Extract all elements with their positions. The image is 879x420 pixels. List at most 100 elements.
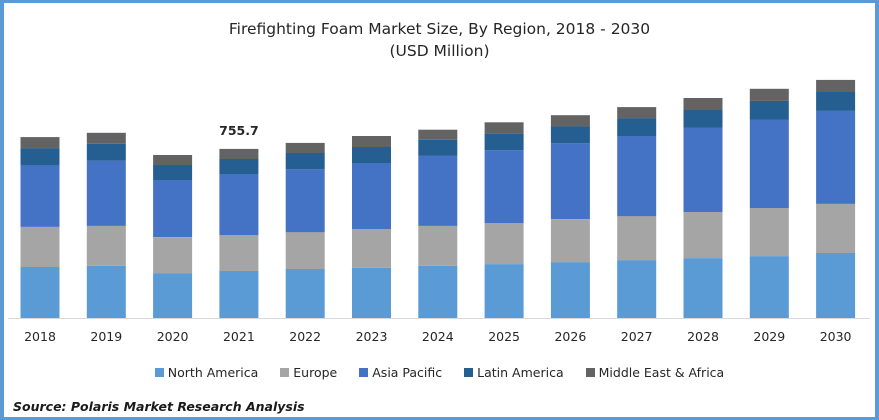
- bar-segment-asia-pacific-2024: [418, 155, 458, 226]
- bar-segment-europe-2021: [219, 235, 259, 271]
- bar-segment-latin-america-2019: [86, 143, 126, 161]
- bar-segment-middle-east-africa-2029: [749, 88, 789, 101]
- bar-segment-latin-america-2021: [219, 159, 259, 174]
- bar-segment-north-america-2027: [617, 260, 657, 318]
- bar-segment-north-america-2025: [484, 264, 524, 318]
- legend-label: Asia Pacific: [372, 365, 443, 380]
- bar-segment-europe-2022: [285, 232, 325, 269]
- bar-segment-north-america-2029: [749, 256, 789, 318]
- bar-segment-middle-east-africa-2023: [352, 136, 391, 147]
- bar-segment-europe-2020: [153, 237, 193, 274]
- bar-segment-north-america-2030: [816, 252, 856, 318]
- legend-swatch-icon: [585, 368, 595, 377]
- bar-segment-latin-america-2024: [418, 139, 458, 156]
- bar-segment-latin-america-2022: [285, 153, 325, 170]
- x-tick-label-2023: 2023: [356, 329, 388, 344]
- legend-item-latin-america: Latin America: [464, 365, 564, 380]
- x-tick-label-2024: 2024: [422, 329, 454, 344]
- bar-segment-north-america-2022: [285, 269, 325, 318]
- x-tick-label-2020: 2020: [157, 329, 189, 344]
- x-tick-label-2026: 2026: [554, 329, 586, 344]
- bar-segment-europe-2026: [550, 219, 590, 263]
- bar-segment-europe-2028: [683, 212, 723, 259]
- chart-subtitle: (USD Million): [389, 42, 490, 60]
- bar-segment-asia-pacific-2021: [219, 174, 259, 235]
- x-tick-label-2029: 2029: [753, 329, 785, 344]
- bar-stack-2029: [749, 88, 789, 318]
- bar-stack-2030: [816, 79, 856, 318]
- bar-segment-middle-east-africa-2018: [20, 137, 60, 149]
- bar-stack-2020: [153, 155, 193, 318]
- bar-stack-2019: [86, 132, 126, 318]
- bar-segment-latin-america-2023: [352, 146, 391, 163]
- source-note: Source: Polaris Market Research Analysis: [13, 399, 305, 414]
- bar-segment-north-america-2028: [683, 258, 723, 318]
- bar-segment-asia-pacific-2025: [484, 150, 524, 224]
- bar-segment-asia-pacific-2030: [816, 110, 856, 204]
- bar-segment-middle-east-africa-2026: [550, 115, 590, 127]
- bar-stack-2018: [20, 137, 60, 318]
- bar-segment-latin-america-2020: [153, 165, 193, 180]
- bar-segment-north-america-2026: [550, 262, 590, 318]
- bar-segment-latin-america-2018: [20, 148, 60, 166]
- stacked-bar-plot: 2018 2019 2020 755.7 2021 2022 2023 2024 2025 202…: [8, 79, 870, 344]
- bar-segment-latin-america-2029: [749, 100, 789, 120]
- bar-segment-asia-pacific-2027: [617, 136, 657, 217]
- bar-segment-middle-east-africa-2024: [418, 129, 458, 140]
- bar-segment-europe-2030: [816, 204, 856, 253]
- bar-stack-2028: [683, 98, 723, 318]
- bar-stack-2024: [418, 129, 458, 318]
- x-tick-label-2028: 2028: [687, 329, 719, 344]
- x-tick-label-2025: 2025: [488, 329, 520, 344]
- bar-stack-2021: [219, 148, 259, 318]
- bar-segment-middle-east-africa-2025: [484, 122, 524, 134]
- bar-segment-asia-pacific-2026: [550, 143, 590, 220]
- legend-label: Europe: [293, 365, 338, 380]
- bar-segment-europe-2025: [484, 223, 524, 265]
- bar-segment-asia-pacific-2022: [285, 169, 325, 233]
- bar-segment-europe-2027: [617, 216, 657, 261]
- bar-segment-latin-america-2025: [484, 133, 524, 151]
- x-tick-label-2022: 2022: [289, 329, 321, 344]
- bar-segment-europe-2024: [418, 225, 458, 266]
- chart-title-block: Firefighting Foam Market Size, By Region…: [4, 18, 875, 62]
- x-tick-label-2021: 2021: [223, 329, 255, 344]
- bar-segment-middle-east-africa-2020: [153, 155, 193, 166]
- x-tick-label-2027: 2027: [621, 329, 653, 344]
- legend-item-north-america: North America: [154, 365, 259, 380]
- bar-segment-europe-2019: [86, 225, 126, 266]
- legend-label: Middle East & Africa: [598, 365, 725, 380]
- bar-segment-north-america-2018: [20, 267, 60, 318]
- bar-segment-middle-east-africa-2021: [219, 148, 259, 159]
- bar-segment-middle-east-africa-2022: [285, 142, 325, 153]
- legend-label: Latin America: [477, 365, 564, 380]
- legend-label: North America: [167, 365, 259, 380]
- bar-segment-asia-pacific-2028: [683, 127, 723, 212]
- data-label-2021: 755.7: [219, 123, 259, 138]
- bar-segment-north-america-2021: [219, 271, 259, 318]
- x-tick-label-2030: 2030: [820, 329, 852, 344]
- bar-stack-2025: [484, 122, 524, 318]
- bar-segment-latin-america-2030: [816, 91, 856, 111]
- bar-stack-2027: [617, 107, 657, 318]
- bar-stack-2022: [285, 142, 325, 318]
- bar-segment-north-america-2020: [153, 273, 193, 318]
- legend-item-middle-east-africa: Middle East & Africa: [585, 365, 725, 380]
- bar-segment-north-america-2023: [352, 267, 391, 318]
- chart-title: Firefighting Foam Market Size, By Region…: [228, 20, 651, 38]
- bar-segment-europe-2018: [20, 227, 60, 267]
- bar-segment-north-america-2024: [418, 265, 458, 318]
- bar-segment-middle-east-africa-2028: [683, 98, 723, 111]
- legend-swatch-icon: [280, 368, 290, 377]
- legend-swatch-icon: [359, 368, 369, 377]
- legend-swatch-icon: [464, 368, 474, 377]
- bar-segment-middle-east-africa-2027: [617, 107, 657, 119]
- bar-segment-latin-america-2028: [683, 110, 723, 128]
- bar-segment-latin-america-2026: [550, 126, 590, 144]
- legend-item-europe: Europe: [280, 365, 337, 380]
- bar-segment-middle-east-africa-2030: [816, 79, 856, 92]
- legend-swatch-icon: [154, 368, 164, 377]
- x-tick-label-2018: 2018: [24, 329, 56, 344]
- bar-segment-asia-pacific-2020: [153, 180, 193, 237]
